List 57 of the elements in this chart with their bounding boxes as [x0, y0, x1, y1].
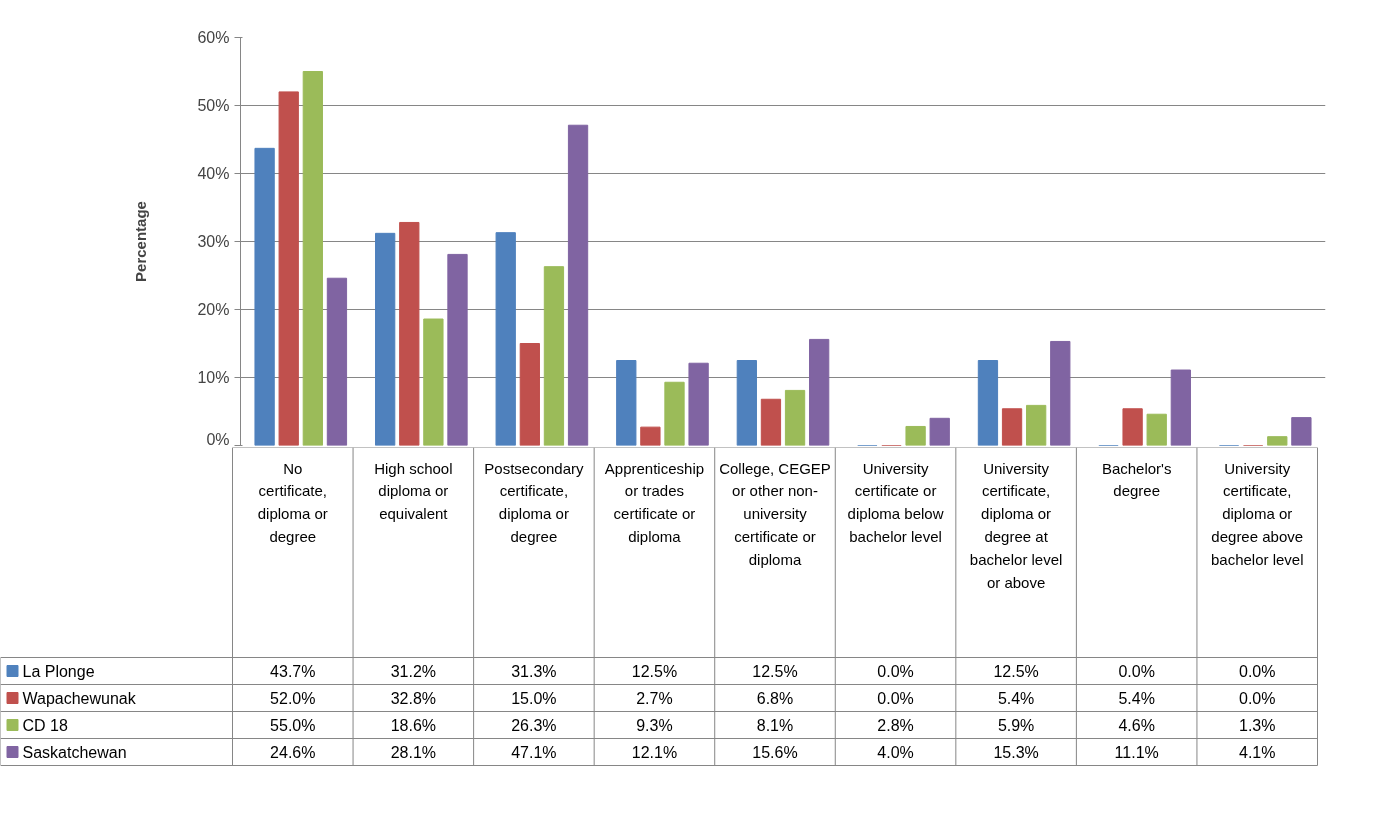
data-label: 31.2% [390, 662, 437, 680]
legend-label: Wapachewunak [22, 689, 137, 707]
data-label: 8.1% [756, 716, 794, 734]
data-label: 5.9% [997, 716, 1035, 734]
data-label: 52.0% [270, 689, 316, 707]
data-label: 0.0% [877, 689, 914, 707]
data-label: 2.8% [877, 716, 914, 734]
y-tick-label: 20% [197, 301, 230, 318]
y-tick-label: 50% [197, 97, 230, 114]
y-tick-label: 60% [197, 29, 230, 46]
data-label: 26.3% [511, 716, 557, 734]
x-tick-label: Postsecondary certificate, diploma or degree [484, 459, 584, 546]
data-label: 12.5% [752, 662, 798, 680]
data-label: 15.6% [752, 743, 798, 761]
y-tick-label: 0% [206, 430, 230, 448]
data-label: 31.3% [511, 662, 557, 680]
x-tick-label: Apprenticeship or trades certificate or diploma [604, 459, 705, 546]
y-tick-label: 10% [197, 369, 230, 386]
data-label: 15.0% [511, 689, 557, 707]
legend-label: La Plonge [22, 662, 95, 680]
x-tick-label: University certificate or diploma below bachelor level [847, 459, 944, 546]
data-label: 15.3% [993, 743, 1039, 761]
data-label: 43.7% [270, 662, 316, 680]
data-label: 4.0% [877, 743, 914, 761]
data-label: 0.0% [1238, 662, 1276, 680]
data-label: 32.8% [390, 689, 437, 707]
x-tick-label: College, CEGEP or other non-university certificate or diploma [719, 459, 831, 569]
y-axis-title: Percentage [132, 201, 150, 282]
data-label: 12.5% [993, 662, 1039, 680]
x-tick-label: Bachelor's degree [1101, 459, 1172, 500]
data-label: 2.7% [636, 689, 673, 707]
x-tick-label: No certificate, diploma or degree [257, 459, 328, 546]
data-label: 4.6% [1118, 716, 1155, 734]
data-label: 0.0% [1118, 662, 1155, 680]
x-tick-label: University certificate, diploma or degree above bachelor level [1210, 459, 1304, 569]
data-label: 55.0% [270, 716, 316, 734]
data-label: 4.1% [1238, 743, 1276, 761]
y-tick-label: 30% [197, 233, 230, 250]
data-label: 24.6% [270, 743, 316, 761]
data-label: 18.6% [390, 716, 437, 734]
data-label: 12.1% [631, 743, 678, 761]
data-label: 12.5% [631, 662, 678, 680]
legend-label: Saskatchewan [22, 743, 127, 761]
x-tick-label: High school diploma or equivalent [374, 459, 453, 523]
data-label: 47.1% [511, 743, 557, 761]
data-label: 5.4% [997, 689, 1035, 707]
legend-label: CD 18 [22, 716, 68, 734]
y-tick-label: 40% [197, 165, 230, 182]
x-tick-label: University certificate, diploma or degree at bachelor level or above [969, 459, 1063, 592]
data-label: 0.0% [1238, 689, 1276, 707]
data-label: 1.3% [1238, 716, 1276, 734]
data-label: 0.0% [877, 662, 914, 680]
data-label: 5.4% [1118, 689, 1155, 707]
data-label: 28.1% [390, 743, 437, 761]
data-label: 11.1% [1114, 743, 1159, 761]
data-label: 6.8% [756, 689, 794, 707]
data-label: 9.3% [636, 716, 673, 734]
